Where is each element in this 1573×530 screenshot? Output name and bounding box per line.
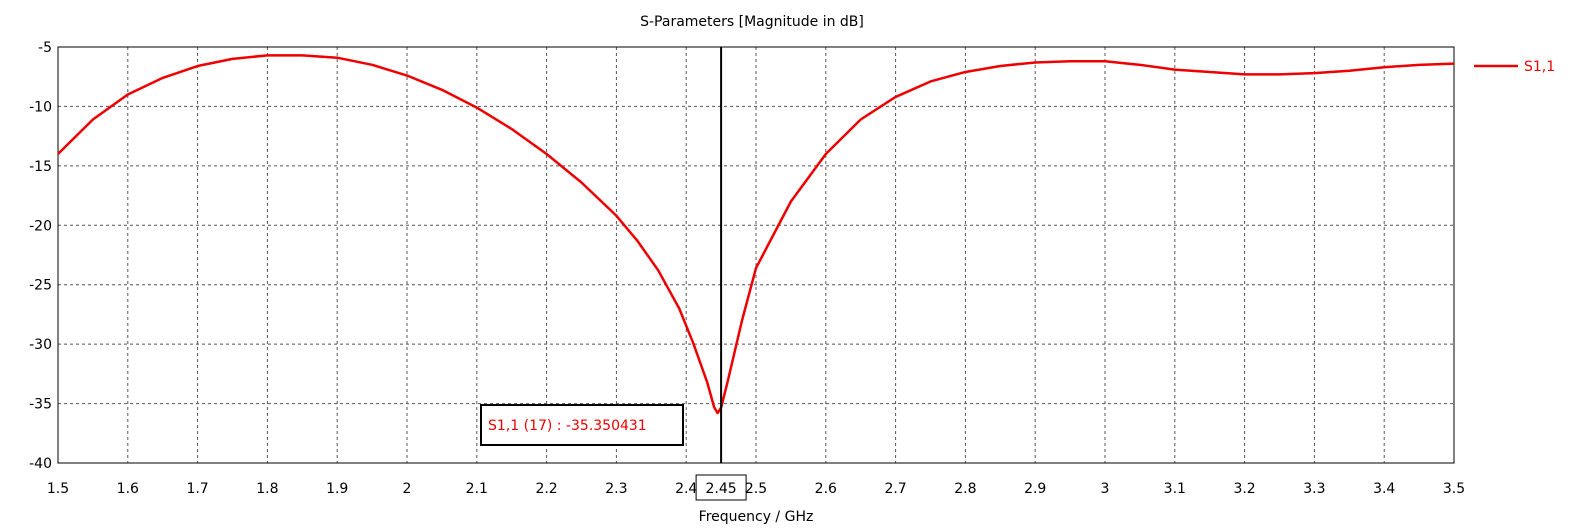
x-tick-label: 2.1 (466, 481, 488, 497)
y-tick-label: -15 (29, 159, 52, 175)
chart-title: S-Parameters [Magnitude in dB] (640, 14, 864, 30)
marker-x-label: 2.45 (706, 481, 737, 497)
x-axis-label: Frequency / GHz (699, 509, 814, 525)
x-tick-label: 3.1 (1164, 481, 1186, 497)
x-axis-ticks: 1.5 1.6 1.7 1.8 1.9 2 2.1 2.2 2.3 2.4 2.5 2.6 2.7 2.8… (47, 481, 1465, 497)
marker-value-label: S1,1 (17) : -35.350431 (488, 418, 647, 434)
x-tick-label: 3.4 (1373, 481, 1395, 497)
marker-x-box[interactable]: 2.45 (695, 474, 747, 501)
grid (58, 47, 1454, 463)
x-tick-label: 2.8 (954, 481, 976, 497)
x-tick-label: 1.7 (186, 481, 208, 497)
y-tick-label: -40 (29, 456, 52, 472)
x-tick-label: 3.2 (1233, 481, 1255, 497)
x-tick-label: 2.9 (1024, 481, 1046, 497)
x-tick-label: 3.5 (1443, 481, 1465, 497)
x-tick-label: 3 (1101, 481, 1110, 497)
x-tick-label: 2.2 (535, 481, 557, 497)
y-tick-label: -10 (29, 99, 52, 115)
x-tick-label: 2.7 (884, 481, 906, 497)
y-tick-label: -5 (38, 40, 52, 56)
x-tick-label: 1.6 (117, 481, 139, 497)
y-tick-label: -25 (29, 278, 52, 294)
y-tick-label: -20 (29, 218, 52, 234)
x-tick-label: 2 (403, 481, 412, 497)
legend-label-s11: S1,1 (1524, 59, 1555, 75)
x-tick-label: 1.5 (47, 481, 69, 497)
x-tick-label: 3.3 (1303, 481, 1325, 497)
x-tick-label: 1.8 (256, 481, 278, 497)
y-tick-label: -30 (29, 337, 52, 353)
x-tick-label: 2.3 (605, 481, 627, 497)
x-tick-label: 2.4 (675, 481, 697, 497)
y-tick-label: -35 (29, 397, 52, 413)
series-layer (57, 54, 1455, 415)
marker-value-box[interactable]: S1,1 (17) : -35.350431 (480, 404, 684, 446)
plot-area-frame (57, 46, 1455, 464)
x-tick-label: 2.6 (815, 481, 837, 497)
x-tick-label: 2.5 (745, 481, 767, 497)
legend: S1,1 (1474, 59, 1555, 75)
y-axis-ticks: -5 -10 -15 -20 -25 -30 -35 -40 (29, 40, 52, 472)
series-line-s11 (57, 54, 1455, 415)
x-tick-label: 1.9 (326, 481, 348, 497)
